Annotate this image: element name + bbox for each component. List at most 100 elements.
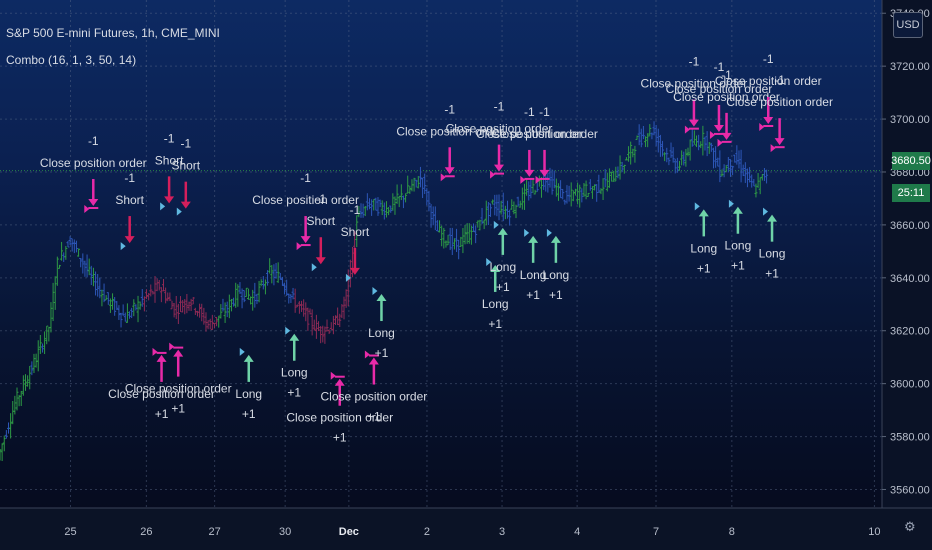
signal-bar <box>763 125 774 127</box>
signal-marker <box>176 207 182 216</box>
signal-qty: +1 <box>526 288 540 302</box>
signal-marker <box>524 228 530 237</box>
signal-long: Long +1 <box>520 228 546 302</box>
time-tick-label: 2 <box>424 526 430 538</box>
signal-qty: -1 <box>300 171 311 185</box>
signal-long: Long +1 <box>543 228 570 302</box>
price-tick-label: 3580.00 <box>890 432 930 444</box>
signal-marker <box>546 228 552 237</box>
signal-label: Short <box>171 159 200 173</box>
signal-label: Short <box>306 214 335 228</box>
signal-marker <box>160 202 166 211</box>
signal-qty: -1 <box>124 171 135 185</box>
signal-label: Close position order <box>726 95 833 109</box>
signal-label: Long <box>489 260 516 274</box>
signal-qty: +1 <box>333 431 347 445</box>
signal-marker <box>684 125 690 134</box>
signal-arrow-head <box>368 357 379 365</box>
signal-marker <box>345 273 351 282</box>
signal-long: Long +1 <box>235 347 262 421</box>
signal-arrow-head <box>732 206 743 214</box>
signal-marker <box>330 371 336 380</box>
price-tick-label: 3720.00 <box>890 61 930 73</box>
signal-label: Close position order <box>108 387 215 401</box>
signal-arrow-head <box>315 257 326 265</box>
price-axis[interactable]: 3740.003720.003700.003680.003660.003640.… <box>881 0 932 550</box>
price-tick-label: 3700.00 <box>890 114 930 126</box>
signal-arrow-head <box>289 333 300 341</box>
signal-label: Close position order <box>252 193 359 207</box>
signal-marker <box>120 242 126 251</box>
signal-label: Close position order <box>673 90 780 104</box>
signal-arrow-head <box>774 138 785 146</box>
signal-marker <box>285 326 291 335</box>
signal-bar <box>539 177 550 180</box>
signal-qty: +1 <box>731 259 745 273</box>
signal-qty: -1 <box>350 203 361 217</box>
signal-short: -1 Short <box>115 171 145 251</box>
signal-label: Long <box>543 268 570 282</box>
signal-label: Long <box>368 326 395 340</box>
signal-qty: +1 <box>549 288 563 302</box>
signal-arrow-head <box>334 378 345 386</box>
signal-label: Close position order <box>446 122 553 136</box>
signal-label: Close position order <box>40 156 147 170</box>
signal-arrow-head <box>721 132 732 140</box>
signal-label: Close position order <box>715 74 822 88</box>
price-axis-panel <box>882 0 932 550</box>
indicator-legend[interactable]: Combo (16, 1, 3, 50, 14) <box>6 53 137 67</box>
signal-long: Long +1 <box>482 257 509 331</box>
signal-arrow-head <box>713 124 724 132</box>
signal-marker <box>372 287 378 296</box>
signal-qty: -1 <box>721 68 732 82</box>
signal-bar <box>334 375 345 378</box>
price-tick-label: 3620.00 <box>890 326 930 338</box>
candles <box>0 121 769 462</box>
signal-qty: -1 <box>714 60 725 74</box>
signal-qty: -1 <box>539 105 550 119</box>
signal-bar <box>368 354 379 357</box>
signal-bar <box>156 351 167 354</box>
signal-label: Close position order <box>321 390 428 404</box>
signal-marker <box>728 199 734 208</box>
signal-qty: -1 <box>763 52 774 66</box>
currency-label[interactable]: USD <box>893 12 923 38</box>
signal-arrow-head <box>180 201 191 209</box>
signal-long: Long +1 <box>489 220 516 294</box>
gear-icon[interactable]: ⚙ <box>904 519 916 534</box>
signal-qty: +1 <box>496 280 510 294</box>
signal-close: -1 Close position order <box>396 102 503 182</box>
time-tick-label: 30 <box>279 526 291 538</box>
signal-marker <box>486 257 492 266</box>
signal-marker <box>763 207 769 216</box>
grid-lines <box>0 0 882 508</box>
time-axis[interactable]: 25 26 27 30 Dec 2 3 4 7 8 10 <box>0 507 932 550</box>
time-axis-panel <box>0 508 932 550</box>
signal-marker <box>770 144 776 153</box>
signal-arrow-head <box>497 227 508 235</box>
signal-long: Long +1 <box>690 202 717 275</box>
signal-marker <box>709 130 715 139</box>
signal-marker <box>535 175 541 184</box>
price-tick-label: 3640.00 <box>890 273 930 285</box>
signal-bar <box>524 177 535 180</box>
signal-bar <box>688 127 699 130</box>
signal-short: -1 Short <box>341 203 370 282</box>
signal-label: Close position order <box>286 411 393 425</box>
signal-qty: +1 <box>155 407 169 421</box>
signal-qty: +1 <box>171 402 185 416</box>
time-tick-label: 26 <box>140 526 152 538</box>
signal-arrow-head <box>494 164 505 172</box>
signal-qty: -1 <box>444 102 455 116</box>
signal-bar <box>774 146 785 149</box>
chart-title[interactable]: S&P 500 E-mini Futures, 1h, CME_MINI <box>6 26 220 40</box>
signal-bar <box>494 172 505 175</box>
signal-qty: +1 <box>367 410 381 424</box>
signal-arrow-head <box>300 236 311 244</box>
signal-qty: +1 <box>765 267 779 281</box>
signal-label: Long <box>281 366 308 380</box>
signal-marker <box>493 220 499 229</box>
signal-bar <box>721 140 732 143</box>
signal-qty: +1 <box>488 317 502 331</box>
